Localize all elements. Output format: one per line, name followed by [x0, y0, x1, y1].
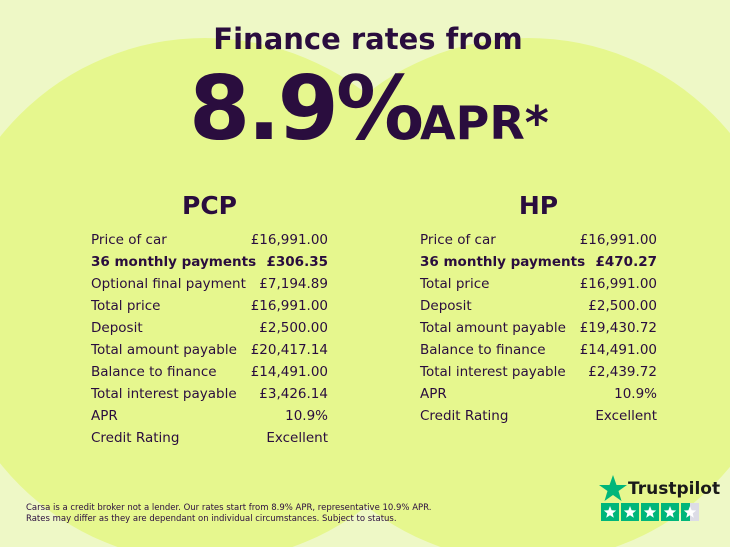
row-label: APR: [91, 408, 118, 424]
row-label: Deposit: [91, 320, 143, 336]
disclaimer: Rates may differ as they are dependant o…: [26, 514, 397, 524]
table-title: HP: [519, 191, 558, 220]
tables: PCP Price of car £16,991.00 36 monthly paym…: [90, 191, 657, 446]
row-value: £16,991.00: [580, 276, 657, 292]
row-label: Credit Rating: [91, 430, 179, 446]
row-label: Total price: [419, 276, 489, 292]
row-label: 36 monthly payments: [91, 254, 256, 270]
row-label: Balance to finance: [91, 364, 217, 380]
star: [643, 506, 657, 518]
row-value: £3,426.14: [259, 386, 328, 402]
row-label: Deposit: [420, 298, 472, 314]
star: [623, 506, 637, 518]
brand: Trustpilot: [628, 479, 720, 499]
row-value: £14,491.00: [580, 342, 657, 358]
row-value: £20,417.14: [251, 342, 328, 358]
row-value: Excellent: [595, 408, 657, 424]
background-circle: [266, 38, 730, 547]
row-label: APR: [420, 386, 447, 402]
row-value: £7,194.89: [259, 276, 328, 292]
row-label: Price of car: [91, 232, 167, 248]
table-title: PCP: [182, 191, 237, 220]
star: [683, 506, 697, 518]
star: [603, 506, 617, 518]
row-label: Credit Rating: [420, 408, 508, 424]
row-value: Excellent: [266, 430, 328, 446]
star-rating: [601, 503, 699, 521]
star-box-partial: [681, 503, 690, 521]
row-value: £16,991.00: [251, 298, 328, 314]
row-value: £306.35: [267, 254, 329, 270]
title: Finance rates from: [213, 22, 522, 56]
row-label: Total interest payable: [419, 364, 566, 380]
row-value: £16,991.00: [251, 232, 328, 248]
headline-rate: 8.9%: [189, 57, 422, 160]
trustpilot-logo: [599, 475, 627, 501]
row-value: £2,439.72: [588, 364, 657, 380]
row-value: 10.9%: [614, 386, 657, 402]
row-label: 36 monthly payments: [420, 254, 585, 270]
row-value: £2,500.00: [259, 320, 328, 336]
row-value: £16,991.00: [580, 232, 657, 248]
row-label: Total amount payable: [419, 320, 566, 336]
row-label: Total price: [90, 298, 160, 314]
row-value: £14,491.00: [251, 364, 328, 380]
row-label: Total amount payable: [90, 342, 237, 358]
disclaimer: Carsa is a credit broker not a lender. O…: [26, 503, 431, 513]
row-value: 10.9%: [285, 408, 328, 424]
row-label: Optional final payment: [91, 276, 246, 292]
row-label: Total interest payable: [90, 386, 237, 402]
row-value: £19,430.72: [580, 320, 657, 336]
row-label: Price of car: [420, 232, 496, 248]
row-value: £470.27: [596, 254, 658, 270]
trustpilot-badge: Trustpilot: [599, 475, 720, 521]
headline-suffix: APR*: [420, 96, 549, 150]
row-value: £2,500.00: [588, 298, 657, 314]
star: [663, 506, 677, 518]
row-label: Balance to finance: [420, 342, 546, 358]
